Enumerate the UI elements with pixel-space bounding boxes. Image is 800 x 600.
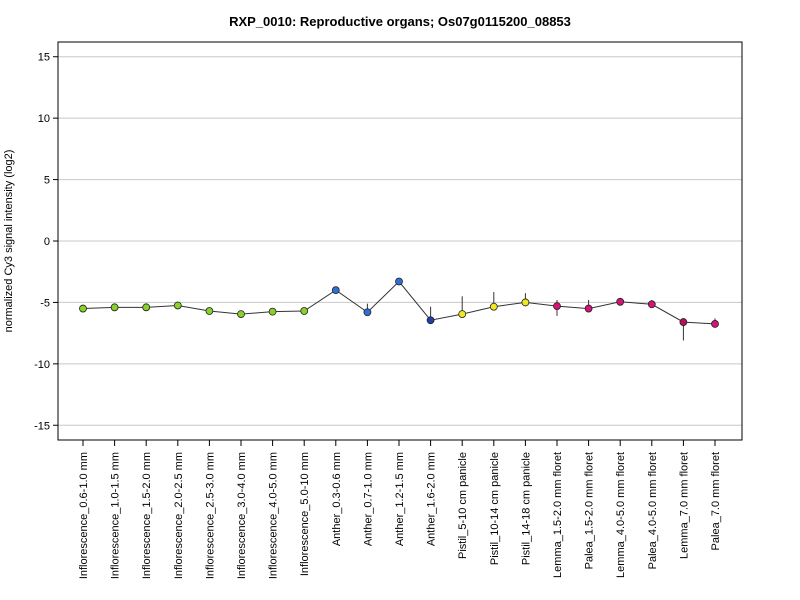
data-point — [110, 303, 119, 312]
y-axis: -15 -10 -5 0 5 10 15 — [34, 52, 58, 432]
x-tick-label: Inflorescence_4.0-5.0 mm — [268, 452, 280, 579]
y-axis-label: normalized Cy3 signal intensity (log2) — [3, 150, 15, 333]
data-point — [395, 277, 403, 286]
x-tick-label: Pistil_14-18 cm panicle — [520, 452, 532, 565]
x-tick-label: Lemma_7.0 mm floret — [678, 452, 690, 559]
x-tick-label: Pistil_10-14 cm panicle — [489, 452, 501, 565]
data-point — [489, 302, 498, 311]
data-point — [553, 302, 561, 311]
series — [79, 277, 719, 341]
y-tick-label: -10 — [34, 359, 50, 371]
data-point — [205, 307, 214, 315]
data-point — [268, 307, 277, 316]
x-tick-label: Lemma_4.0-5.0 mm floret — [615, 452, 627, 578]
x-axis: Inflorescence_0.6-1.0 mm Inflorescence_1.… — [78, 440, 722, 579]
x-tick-label: Anther_0.3-0.6 mm — [331, 452, 343, 546]
x-tick-label: Inflorescence_2.5-3.0 mm — [204, 452, 216, 579]
x-tick-label: Inflorescence_2.0-2.5 mm — [173, 452, 185, 579]
x-tick-label: Lemma_1.5-2.0 mm floret — [552, 452, 564, 578]
data-point — [237, 310, 245, 318]
y-tick-label: 15 — [38, 52, 50, 64]
data-point — [363, 308, 372, 317]
data-point — [173, 301, 182, 310]
x-tick-label: Inflorescence_3.0-4.0 mm — [236, 452, 248, 579]
data-point — [458, 310, 467, 318]
y-tick-label: 0 — [44, 236, 50, 248]
y-tick-label: -15 — [34, 420, 50, 432]
x-tick-label: Anther_1.6-2.0 mm — [426, 452, 438, 546]
y-tick-label: 5 — [44, 175, 50, 187]
x-tick-label: Inflorescence_1.5-2.0 mm — [141, 452, 153, 579]
x-tick-label: Anther_0.7-1.0 mm — [362, 452, 374, 546]
y-tick-label: 10 — [38, 113, 50, 125]
data-point — [331, 286, 340, 295]
y-tick-label: -5 — [40, 297, 50, 309]
x-tick-label: Palea_1.5-2.0 mm floret — [584, 452, 596, 569]
data-point — [142, 303, 151, 312]
data-point — [426, 316, 435, 325]
data-point — [79, 304, 87, 313]
data-point — [679, 318, 688, 326]
data-point — [711, 320, 719, 328]
data-point — [521, 298, 530, 307]
data-point — [584, 304, 593, 313]
data-point — [300, 307, 309, 315]
x-tick-label: Anther_1.2-1.5 mm — [394, 452, 406, 546]
grid — [58, 56, 742, 426]
chart-title: RXP_0010: Reproductive organs; Os07g0115… — [229, 14, 571, 29]
x-tick-label: Inflorescence_5.0-10 mm — [299, 452, 311, 576]
data-point — [647, 300, 656, 309]
x-tick-label: Palea_4.0-5.0 mm floret — [647, 452, 659, 569]
data-point — [616, 297, 625, 306]
x-tick-label: Inflorescence_0.6-1.0 mm — [78, 452, 90, 579]
x-tick-label: Palea_7.0 mm floret — [710, 452, 722, 550]
x-tick-label: Pistil_5-10 cm panicle — [457, 452, 469, 559]
x-tick-label: Inflorescence_1.0-1.5 mm — [110, 452, 122, 579]
